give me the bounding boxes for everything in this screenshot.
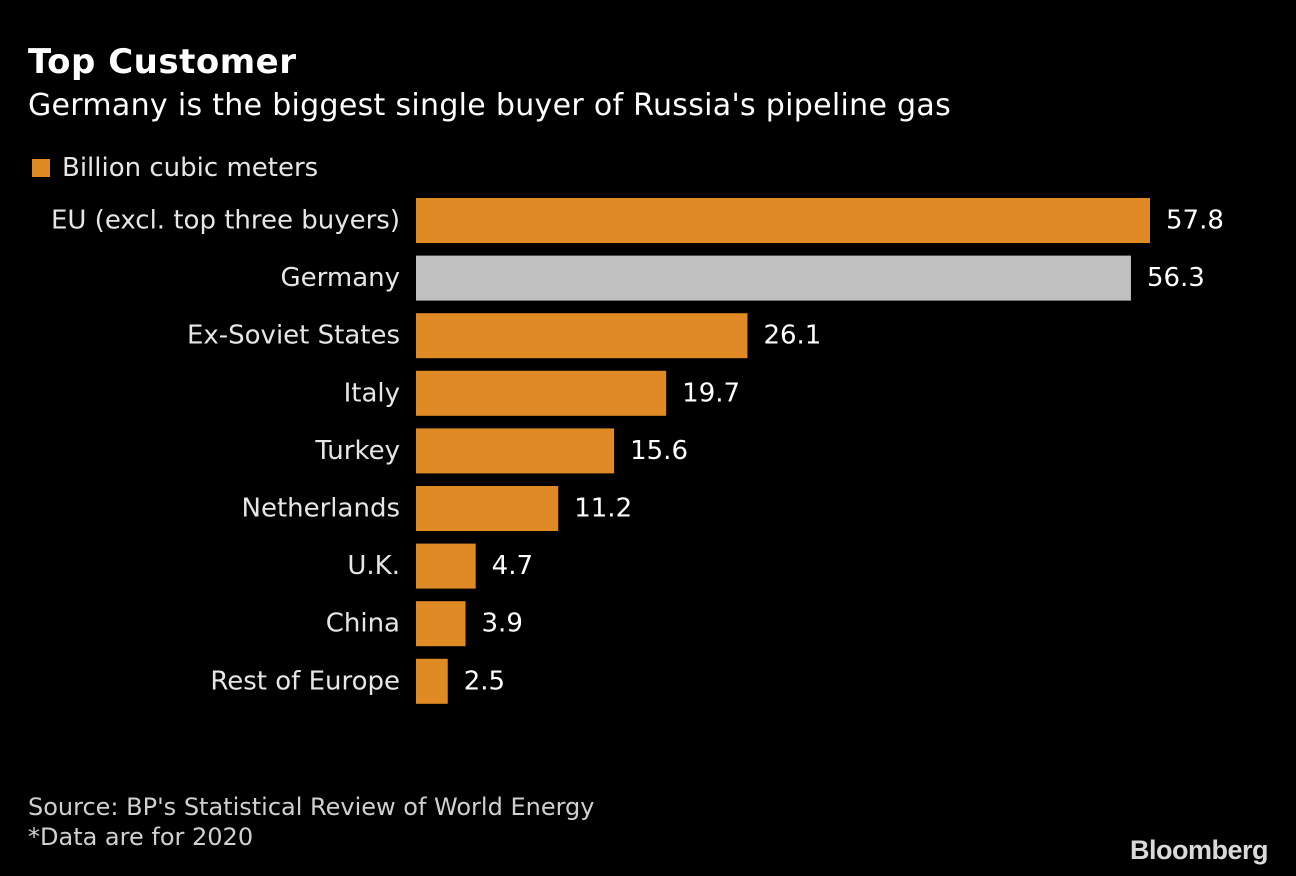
value-label: 4.7 [492, 551, 533, 581]
chart-subtitle: Germany is the biggest single buyer of R… [28, 88, 951, 123]
bar-2 [416, 313, 748, 359]
source-note: Source: BP's Statistical Review of World… [28, 793, 595, 821]
category-label: Netherlands [242, 494, 401, 524]
bar-0 [416, 198, 1150, 243]
bloomberg-logo: Bloomberg [1129, 835, 1269, 865]
bar-6 [416, 543, 476, 589]
bar-5 [416, 486, 559, 531]
legend-swatch [32, 159, 50, 177]
data-note: *Data are for 2020 [28, 823, 254, 851]
value-label: 57.8 [1166, 206, 1224, 236]
category-label: Ex-Soviet States [187, 321, 400, 351]
bar-4 [416, 428, 615, 474]
bar-7 [416, 601, 466, 647]
category-label: China [326, 609, 400, 639]
value-label: 3.9 [482, 609, 523, 639]
value-label: 56.3 [1147, 263, 1205, 293]
value-label: 26.1 [763, 321, 821, 351]
value-label: 15.6 [630, 436, 688, 466]
category-label: Turkey [314, 436, 400, 466]
bar-8 [416, 658, 448, 704]
category-label: U.K. [347, 551, 400, 581]
chart-title: Top Customer [28, 42, 297, 82]
legend-label: Billion cubic meters [62, 153, 319, 183]
value-label: 2.5 [464, 666, 505, 696]
value-label: 19.7 [682, 378, 740, 408]
category-label: Germany [280, 263, 400, 293]
bar-3 [416, 370, 667, 416]
category-label: Italy [344, 378, 400, 408]
category-label: EU (excl. top three buyers) [51, 206, 400, 236]
category-label: Rest of Europe [210, 666, 400, 696]
value-label: 11.2 [574, 494, 632, 524]
legend: Billion cubic meters [32, 150, 318, 186]
bar-1 [416, 255, 1131, 301]
